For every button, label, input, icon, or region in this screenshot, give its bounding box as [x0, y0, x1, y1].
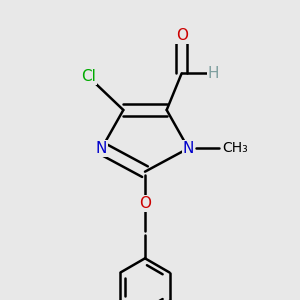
Text: CH₃: CH₃ — [222, 141, 248, 155]
Text: N: N — [183, 141, 194, 156]
Text: H: H — [208, 66, 219, 81]
Text: N: N — [96, 141, 107, 156]
Text: Cl: Cl — [81, 69, 96, 84]
Text: O: O — [139, 196, 151, 211]
Text: O: O — [176, 28, 188, 43]
